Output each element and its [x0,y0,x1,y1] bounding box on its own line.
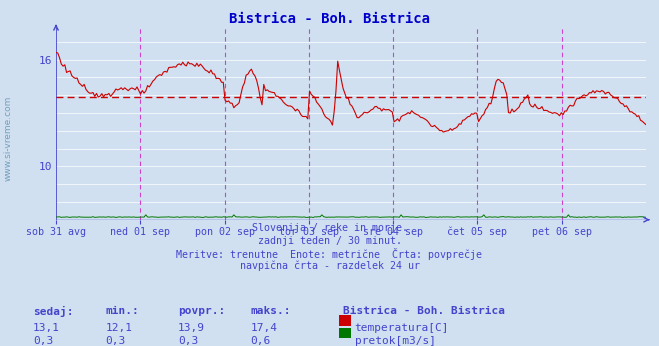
Text: Meritve: trenutne  Enote: metrične  Črta: povprečje: Meritve: trenutne Enote: metrične Črta: … [177,248,482,261]
Text: www.si-vreme.com: www.si-vreme.com [3,96,13,181]
Text: Bistrica - Boh. Bistrica: Bistrica - Boh. Bistrica [229,12,430,26]
Text: 13,1: 13,1 [33,323,60,333]
Text: 12,1: 12,1 [105,323,132,333]
Text: 17,4: 17,4 [250,323,277,333]
Text: pretok[m3/s]: pretok[m3/s] [355,336,436,346]
Text: zadnji teden / 30 minut.: zadnji teden / 30 minut. [258,236,401,246]
Text: 0,3: 0,3 [33,336,53,346]
Text: 0,3: 0,3 [178,336,198,346]
Text: temperatura[C]: temperatura[C] [355,323,449,333]
Text: maks.:: maks.: [250,306,291,316]
Text: navpična črta - razdelek 24 ur: navpična črta - razdelek 24 ur [239,261,420,271]
Text: 13,9: 13,9 [178,323,205,333]
Text: Bistrica - Boh. Bistrica: Bistrica - Boh. Bistrica [343,306,505,316]
Text: 0,6: 0,6 [250,336,271,346]
Text: povpr.:: povpr.: [178,306,225,316]
Text: 0,3: 0,3 [105,336,126,346]
Text: sedaj:: sedaj: [33,306,73,317]
Text: Slovenija / reke in morje.: Slovenija / reke in morje. [252,223,407,233]
Text: min.:: min.: [105,306,139,316]
